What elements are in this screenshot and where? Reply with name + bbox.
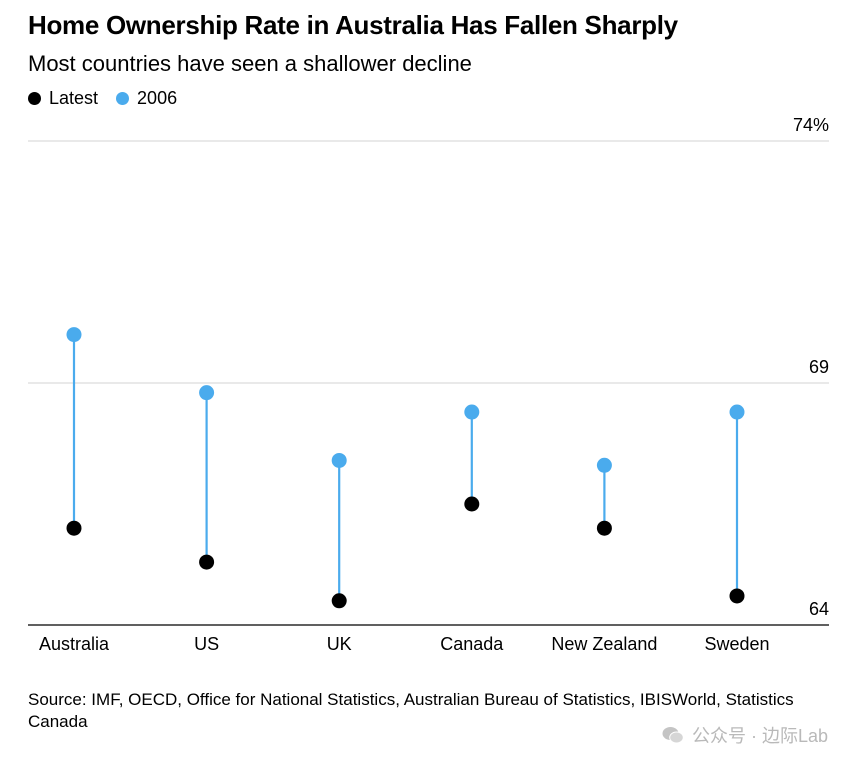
chart-subtitle: Most countries have seen a shallower dec… [28, 51, 472, 76]
point-2006 [464, 404, 480, 420]
x-tick-label: Sweden [704, 634, 769, 654]
point-latest [729, 588, 745, 604]
x-tick-label: UK [327, 634, 352, 654]
legend-swatch-2006 [116, 92, 130, 105]
wechat-icon [662, 727, 684, 744]
legend-item-latest: Latest [28, 88, 98, 109]
point-2006 [199, 385, 215, 401]
point-2006 [729, 404, 745, 420]
y-tick-label: 64 [809, 599, 829, 619]
x-tick-label: Australia [39, 634, 110, 654]
y-tick-label: 74% [793, 115, 829, 135]
legend-label-2006: 2006 [137, 88, 178, 108]
dot-range-chart: 74% 69 64 Australia US UK Canada New Zealand Swe… [28, 115, 829, 654]
point-2006 [331, 452, 347, 468]
x-tick-label: US [194, 634, 219, 654]
point-2006 [66, 327, 82, 343]
point-latest [464, 496, 480, 512]
x-tick-label: New Zealand [551, 634, 657, 654]
chart-title: Home Ownership Rate in Australia Has Fal… [28, 10, 678, 40]
y-tick-label: 69 [809, 357, 829, 377]
legend-item-2006: 2006 [116, 88, 177, 109]
legend: Latest 2006 [28, 88, 195, 109]
legend-swatch-latest [28, 92, 41, 105]
source-note: Source: IMF, OECD, Office for National S… [28, 690, 794, 731]
point-latest [66, 520, 82, 536]
x-tick-label: Canada [440, 634, 504, 654]
point-latest [331, 593, 347, 609]
legend-label-latest: Latest [49, 88, 99, 108]
point-latest [596, 520, 612, 536]
point-latest [199, 554, 215, 570]
point-2006 [596, 457, 612, 473]
watermark-text: 公众号 · 边际Lab [691, 726, 828, 746]
watermark: 公众号 · 边际Lab [662, 722, 828, 748]
